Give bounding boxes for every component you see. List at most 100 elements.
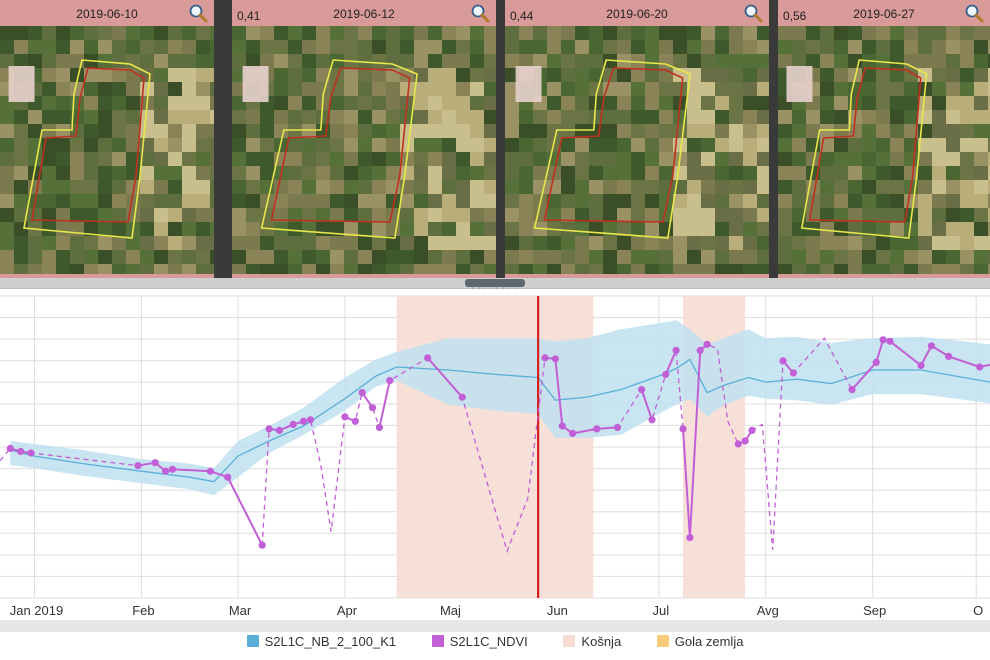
- legend-label-model: S2L1C_NB_2_100_K1: [264, 634, 397, 649]
- ndvi-point[interactable]: [569, 429, 577, 437]
- ndvi-solid-segment: [426, 357, 463, 398]
- legend-item-bare-soil[interactable]: Gola zemlja: [656, 634, 744, 649]
- ndvi-point[interactable]: [741, 437, 749, 445]
- x-tick-label: Sep: [863, 603, 886, 618]
- satellite-image[interactable]: [505, 26, 769, 274]
- ndvi-point[interactable]: [300, 417, 308, 425]
- ndvi-point[interactable]: [386, 377, 394, 385]
- thumbnail-date: 2019-06-10: [76, 7, 138, 21]
- ndvi-chart[interactable]: Jan 2019 Feb Mar Apr Maj Jun Jul Avg Sep O: [0, 290, 990, 620]
- ndvi-point[interactable]: [662, 370, 670, 379]
- ndvi-point[interactable]: [945, 352, 953, 360]
- ndvi-point[interactable]: [558, 422, 566, 430]
- ndvi-solid-segment: [948, 355, 990, 369]
- x-tick-label: Feb: [132, 603, 154, 618]
- thumbnail-ndvi-value: 0,44: [510, 9, 534, 23]
- ndvi-point[interactable]: [289, 420, 297, 428]
- ndvi-point[interactable]: [648, 416, 656, 424]
- thumbnail-card[interactable]: 0,41 2019-06-12: [232, 0, 496, 278]
- ndvi-point[interactable]: [541, 354, 549, 362]
- drag-handle-icon[interactable]: [465, 279, 525, 290]
- ndvi-point[interactable]: [134, 462, 142, 470]
- ndvi-point[interactable]: [27, 449, 35, 457]
- ndvi-point[interactable]: [917, 361, 925, 370]
- model-confidence-band: [10, 320, 990, 496]
- ndvi-point[interactable]: [368, 404, 377, 412]
- x-tick-label: Apr: [337, 603, 358, 618]
- ndvi-point[interactable]: [703, 340, 711, 348]
- chart-scrollbar[interactable]: [0, 620, 990, 632]
- thumbnail-card[interactable]: 2019-06-10: [0, 0, 214, 278]
- ndvi-point[interactable]: [734, 440, 742, 448]
- ndvi-point[interactable]: [872, 358, 880, 366]
- satellite-image[interactable]: [778, 26, 990, 274]
- ndvi-point[interactable]: [306, 416, 315, 424]
- ndvi-solid-segment: [664, 350, 678, 375]
- ndvi-point[interactable]: [976, 363, 984, 371]
- ndvi-point[interactable]: [162, 467, 170, 475]
- x-tick-label: Avg: [757, 603, 779, 618]
- thumbnail-header: 0,44 2019-06-20: [505, 0, 769, 26]
- ndvi-point[interactable]: [265, 425, 273, 433]
- ndvi-point[interactable]: [458, 393, 466, 401]
- ndvi-solid-segment: [640, 389, 653, 421]
- model-mean-line[interactable]: [10, 358, 990, 483]
- legend-swatch-bare-soil: [656, 635, 669, 647]
- ndvi-point[interactable]: [886, 337, 894, 345]
- ndvi-point[interactable]: [613, 423, 622, 431]
- ndvi-point[interactable]: [375, 423, 383, 431]
- thumbnail-date: 2019-06-27: [853, 7, 915, 21]
- thumbnail-ndvi-value: 0,56: [783, 9, 807, 23]
- ndvi-point[interactable]: [151, 459, 159, 467]
- magnifier-icon[interactable]: [470, 3, 490, 23]
- ndvi-point[interactable]: [927, 342, 936, 350]
- panel-splitter[interactable]: [0, 278, 990, 290]
- ndvi-point[interactable]: [696, 346, 704, 354]
- thumbnail-card[interactable]: 0,56 2019-06-27: [778, 0, 990, 278]
- ndvi-point[interactable]: [206, 467, 214, 475]
- ndvi-point[interactable]: [848, 386, 856, 394]
- thumbnail-strip: 2019-06-10 0,41 2019-06-12 0,44 2019-06-20 0,…: [0, 0, 990, 282]
- thumbnail-date: 2019-06-20: [606, 7, 668, 21]
- legend-item-mowing[interactable]: Košnja: [563, 634, 621, 649]
- ndvi-point[interactable]: [351, 417, 359, 425]
- ndvi-point[interactable]: [17, 447, 25, 456]
- ndvi-point[interactable]: [638, 386, 646, 394]
- thumbnail-header: 0,56 2019-06-27: [778, 0, 990, 26]
- ndvi-point[interactable]: [168, 465, 177, 473]
- thumbnail-ndvi-value: 0,41: [237, 9, 261, 23]
- x-tick-label: Jun: [547, 603, 568, 618]
- legend-label-bare-soil: Gola zemlja: [674, 634, 744, 649]
- x-tick-label: O: [973, 603, 983, 618]
- magnifier-icon[interactable]: [743, 3, 763, 23]
- ndvi-point[interactable]: [672, 346, 680, 354]
- ndvi-point[interactable]: [224, 473, 232, 481]
- ndvi-point[interactable]: [779, 357, 787, 365]
- ndvi-point[interactable]: [679, 425, 687, 433]
- legend-label-mowing: Košnja: [581, 634, 622, 649]
- satellite-image[interactable]: [0, 26, 214, 274]
- ndvi-point[interactable]: [551, 355, 560, 363]
- x-tick-label: Maj: [440, 603, 461, 618]
- ndvi-point[interactable]: [358, 389, 366, 397]
- satellite-image[interactable]: [232, 26, 496, 274]
- ndvi-point[interactable]: [789, 369, 798, 377]
- ndvi-point[interactable]: [686, 534, 694, 542]
- ndvi-point[interactable]: [258, 541, 266, 549]
- ndvi-point[interactable]: [275, 426, 283, 434]
- legend-item-ndvi[interactable]: S2L1C_NDVI: [431, 634, 528, 649]
- ndvi-point[interactable]: [593, 425, 601, 433]
- ndvi-point[interactable]: [6, 444, 14, 453]
- x-tick-label: Jul: [653, 603, 670, 618]
- magnifier-icon[interactable]: [964, 3, 984, 23]
- legend-swatch-mowing: [563, 635, 576, 647]
- thumbnail-card[interactable]: 0,44 2019-06-20: [505, 0, 769, 278]
- ndvi-point[interactable]: [341, 413, 349, 421]
- x-tick-label: Mar: [229, 603, 252, 618]
- ndvi-point[interactable]: [879, 336, 887, 344]
- legend-item-model[interactable]: S2L1C_NB_2_100_K1: [246, 634, 397, 649]
- ndvi-point[interactable]: [748, 426, 756, 434]
- magnifier-icon[interactable]: [188, 3, 208, 23]
- thumbnail-header: 2019-06-10: [0, 0, 214, 26]
- ndvi-point[interactable]: [424, 354, 432, 362]
